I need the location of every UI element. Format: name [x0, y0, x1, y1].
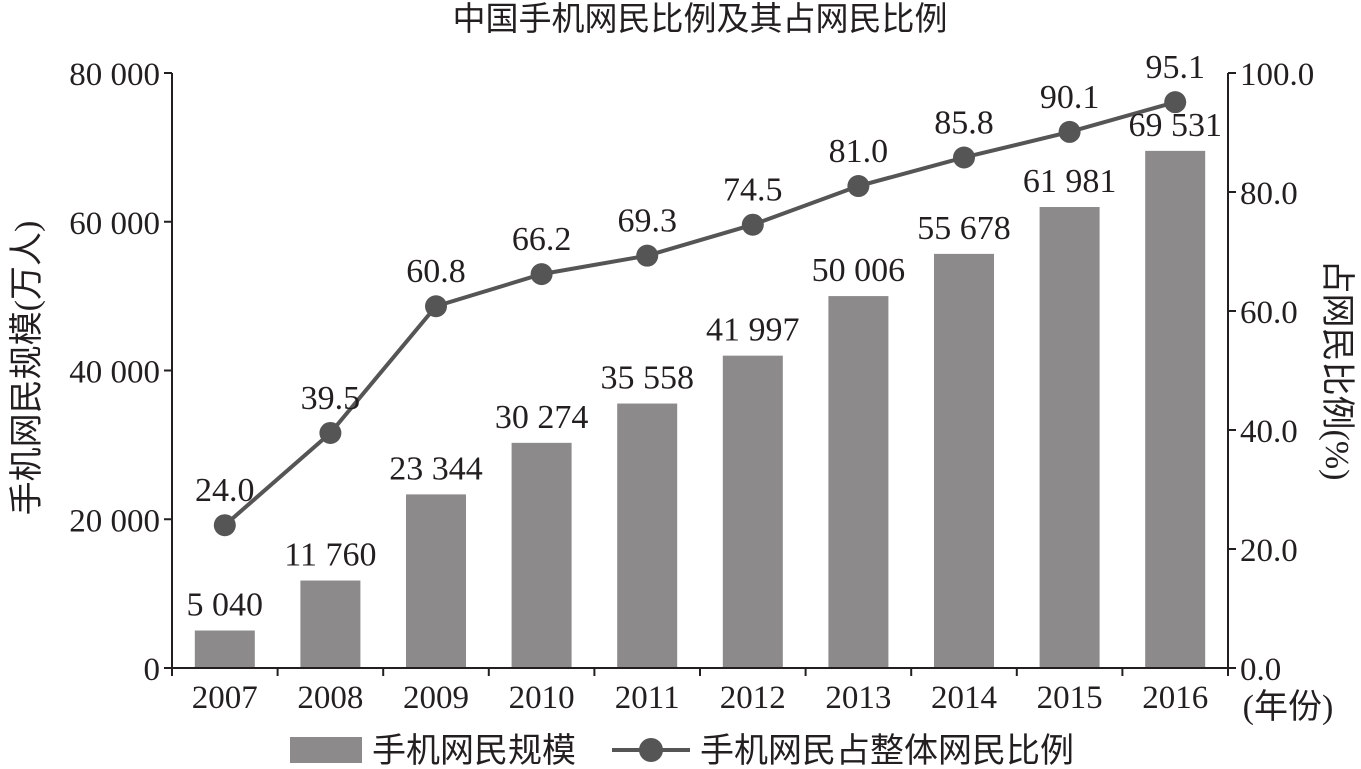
chart-title: 中国手机网民比例及其占网民比例: [453, 1, 948, 38]
y2-tick-label: 40.0: [1240, 414, 1298, 450]
x-tick-label: 2016: [1142, 680, 1208, 716]
legend-bar-label: 手机网民规模: [372, 732, 576, 769]
line-value-label: 90.1: [1040, 79, 1100, 116]
bar-2015: [1039, 207, 1100, 669]
line-point-2009: [425, 295, 447, 318]
legend: 手机网民规模 手机网民占整体网民比例: [290, 732, 1074, 769]
line-point-2010: [530, 263, 553, 286]
bar-2008: [300, 580, 361, 668]
bar-value-label: 50 006: [812, 252, 906, 289]
x-tick-label: 2015: [1037, 680, 1103, 716]
x-tick-label: 2012: [720, 680, 786, 716]
x-axis-label: (年份): [1243, 688, 1334, 726]
bar-2012: [722, 355, 783, 668]
bar-value-label: 5 040: [187, 587, 264, 624]
line-point-2015: [1058, 120, 1081, 143]
line-point-2007: [213, 514, 236, 537]
bar-value-label: 11 760: [284, 537, 376, 574]
line-point-2014: [953, 146, 975, 169]
y2-tick-label: 60.0: [1240, 295, 1298, 331]
line-series-group: [213, 91, 1187, 537]
bar-value-label: 69 531: [1128, 107, 1222, 144]
axes-group: 0 20 000 40 000 60 000 80 000 0.0 20.0 40.0 60.0…: [69, 57, 1314, 716]
line-value-label: 66.2: [512, 221, 572, 258]
y2-tick-label: 100.0: [1240, 57, 1314, 93]
line-value-label: 74.5: [723, 172, 783, 209]
y2-tick-label: 0.0: [1240, 652, 1281, 688]
x-tick-label: 2008: [297, 680, 363, 716]
bar-value-label: 30 274: [495, 399, 589, 436]
bar-2011: [617, 403, 678, 668]
bar-2009: [406, 494, 466, 668]
bar-value-label: 61 981: [1023, 163, 1117, 200]
line-point-2011: [636, 244, 659, 267]
legend-line-marker: [639, 738, 663, 762]
line-point-2008: [319, 421, 342, 444]
line-point-2016: [1164, 91, 1187, 114]
bar-value-label: 35 558: [600, 360, 694, 397]
y-tick-label: 60 000: [69, 206, 160, 242]
y-tick-label: 20 000: [69, 503, 160, 539]
bar-value-label: 41 997: [706, 312, 800, 349]
y2-tick-label: 80.0: [1240, 176, 1298, 212]
bar-2007: [194, 630, 255, 668]
line-value-label: 85.8: [934, 104, 994, 141]
bar-2014: [934, 253, 994, 668]
y-axis-label: 手机网民规模(万人): [8, 221, 46, 516]
line-value-label: 60.8: [406, 253, 466, 290]
bar-value-label: 23 344: [389, 450, 483, 487]
y2-tick-label: 20.0: [1240, 533, 1298, 569]
bar-2013: [828, 296, 889, 668]
line-value-label: 81.0: [829, 133, 889, 170]
y2-axis-label: 占网民比例(%): [1318, 260, 1356, 481]
y-tick-label: 80 000: [69, 57, 160, 93]
line-series-path: [223, 100, 1176, 527]
line-value-label: 95.1: [1145, 49, 1205, 86]
legend-bar-swatch: [290, 737, 362, 763]
line-value-label: 24.0: [195, 472, 255, 509]
x-tick-label: 2014: [931, 680, 997, 716]
x-tick-label: 2009: [403, 680, 469, 716]
x-tick-label: 2007: [192, 680, 258, 716]
line-point-2012: [741, 213, 764, 236]
x-tick-label: 2011: [615, 680, 680, 716]
bar-2010: [511, 442, 572, 668]
legend-line-label: 手机网民占整体网民比例: [700, 732, 1074, 769]
y-tick-label: 0: [144, 652, 161, 688]
bars-group: [194, 150, 1206, 669]
bar-value-label: 55 678: [917, 210, 1011, 247]
x-tick-label: 2010: [509, 680, 575, 716]
line-value-label: 69.3: [617, 203, 677, 240]
line-value-label: 39.5: [301, 380, 361, 417]
line-point-2013: [847, 175, 870, 198]
data-labels-group: 5 040 11 760 23 344 30 274 35 558 41 997 50 00…: [187, 49, 1222, 623]
bar-2016: [1145, 150, 1206, 669]
y-tick-label: 40 000: [69, 355, 160, 391]
x-tick-label: 2013: [825, 680, 891, 716]
